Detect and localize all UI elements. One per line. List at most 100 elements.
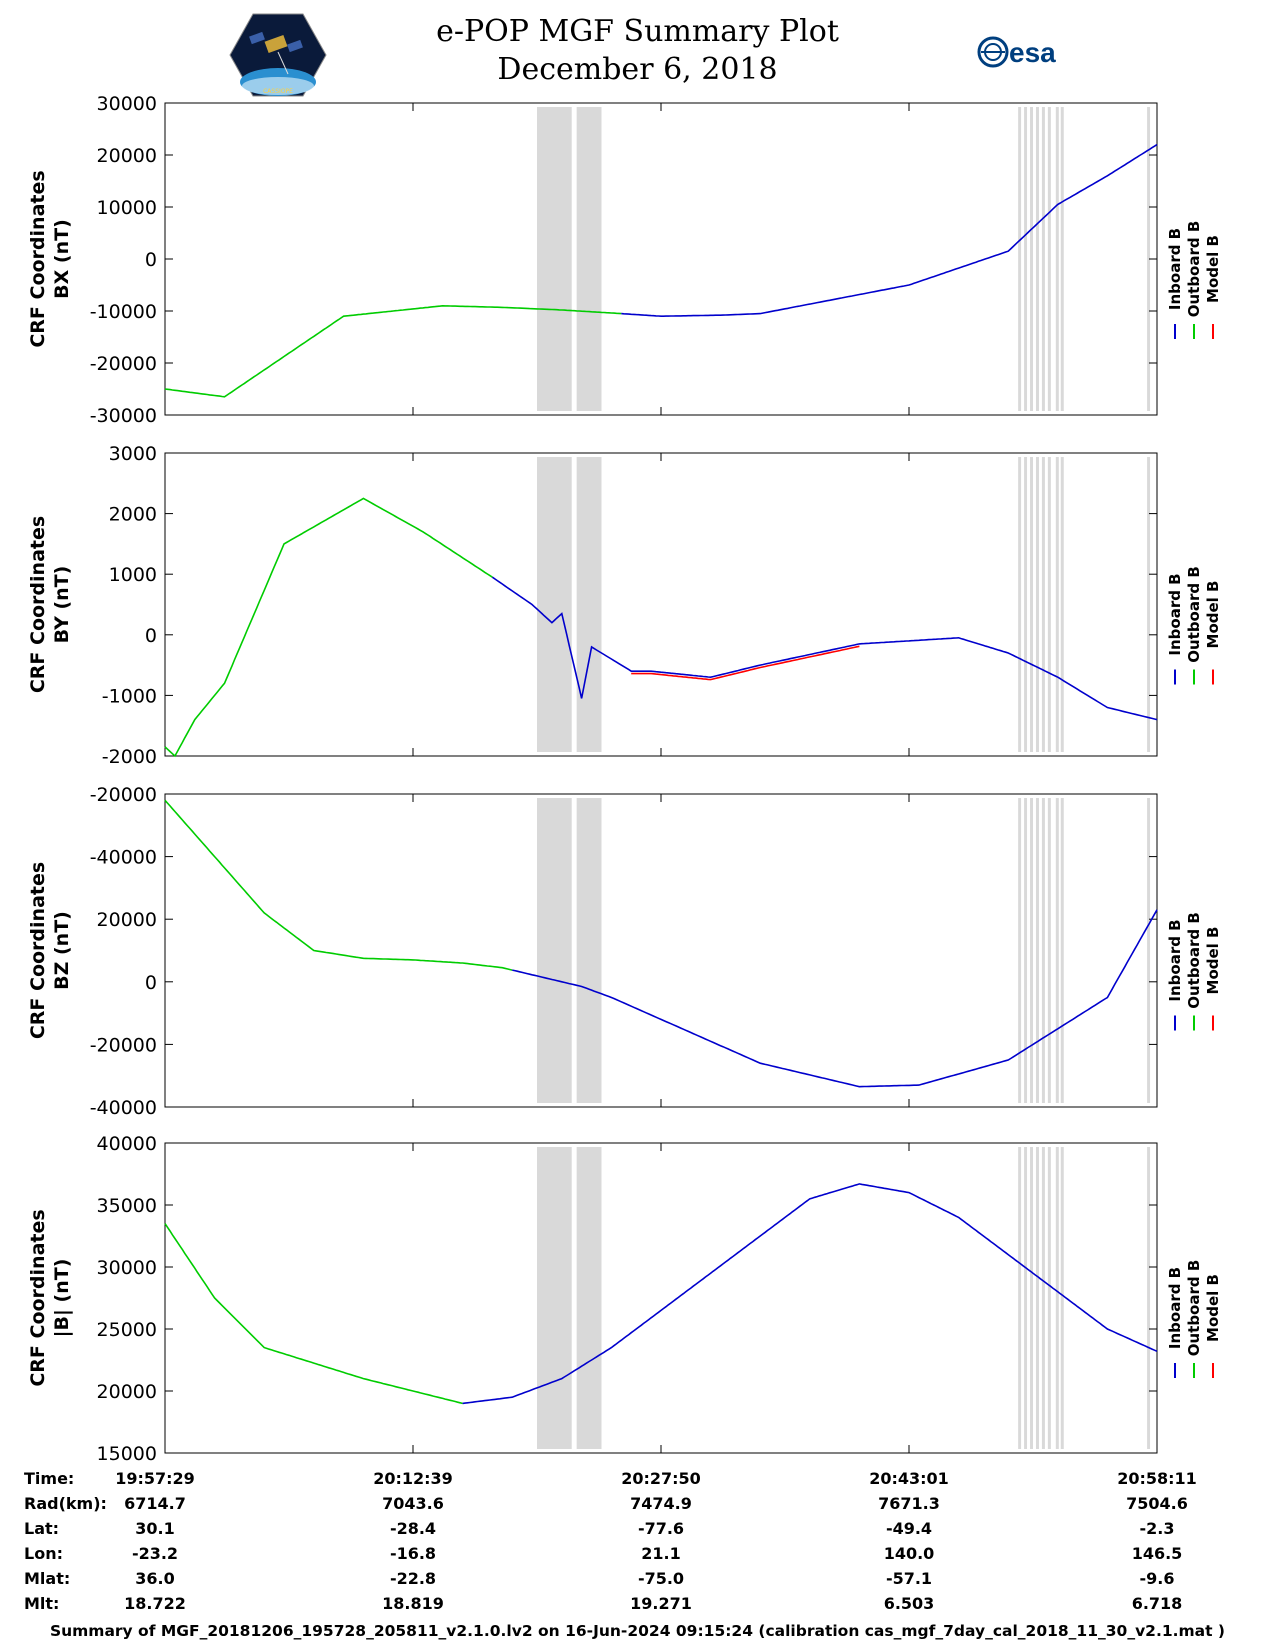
y-axis-label: BY (nT) [51,566,73,644]
series-line-inboard-b [512,909,1158,1088]
data-gap-band [1055,457,1059,752]
ephemeris-value: 19:57:29 [115,1469,195,1488]
legend-label: Outboard B [1185,566,1203,663]
y-tick-label: 20000 [97,1381,157,1403]
ephemeris-value: -77.6 [638,1519,684,1538]
data-gap-band [1147,107,1151,411]
series-line-outboard-b [164,497,493,758]
data-gap-band [1047,1147,1051,1449]
plot-frame [164,102,1158,416]
data-gap-band [1030,457,1033,752]
series-line-inboard-b [621,143,1158,317]
data-gap-band [1024,798,1028,1103]
data-gap-band [1060,457,1064,752]
satellite-mission-logo: CASSIOPE [229,13,327,97]
esa-logo: esa [977,36,1056,68]
data-gap-band [1047,798,1051,1103]
ephemeris-value: -2.3 [1140,1519,1175,1538]
data-gap-band [1024,107,1028,411]
data-gap-band [1147,798,1151,1103]
y-tick-label: 35000 [97,1195,157,1217]
data-gap-band [1060,798,1064,1103]
footer-summary: Summary of MGF_20181206_195728_205811_v2… [49,1622,1226,1640]
legend-label: Outboard B [1185,221,1203,318]
y-tick-label: 25000 [97,1319,157,1341]
data-gap-band [1055,798,1059,1103]
data-gap-band [1047,457,1051,752]
ephemeris-value: 146.5 [1132,1544,1183,1563]
y-axis-label: CRF Coordinates [27,170,49,347]
ephemeris-value: 7504.6 [1126,1494,1188,1513]
y-tick-label: 3000 [109,443,157,465]
plot-frame [164,452,1158,757]
ephemeris-row-label: Rad(km): [24,1494,107,1513]
ephemeris-value: 19.271 [630,1594,692,1613]
y-axis-label: |B| (nT) [51,1259,73,1338]
data-gap-band [1035,457,1039,752]
ephemeris-value: 30.1 [135,1519,174,1538]
y-axis-label: CRF Coordinates [27,862,49,1039]
ephemeris-value: 18.819 [382,1594,444,1613]
series-line-outboard-b [164,1223,463,1405]
data-gap-band [537,457,572,752]
series-line-outboard-b [164,799,513,971]
data-gap-band [1147,457,1151,752]
ephemeris-value: -16.8 [390,1544,436,1563]
legend-label: Inboard B [1166,1267,1184,1349]
data-gap-band [1055,107,1059,411]
data-gap-band [1018,107,1022,411]
y-tick-label: 30000 [97,1257,157,1279]
y-tick-label: 15000 [97,1443,157,1465]
y-tick-label: 0 [145,972,157,994]
legend-label: Inboard B [1166,573,1184,655]
data-gap-band [1147,1147,1151,1449]
ephemeris-value: 20:27:50 [621,1469,701,1488]
series-line-inboard-b [491,576,1158,721]
data-gap-band [1018,457,1022,752]
y-tick-label: 40000 [97,1133,157,1155]
data-gap-band [1024,457,1028,752]
ephemeris-value: 36.0 [135,1569,174,1588]
ephemeris-value: 6.503 [884,1594,935,1613]
plot-frame [164,1142,1158,1454]
data-gap-band [1030,798,1033,1103]
data-gap-band [1047,107,1051,411]
legend-label: Model B [1204,235,1222,303]
y-axis-label: BX (nT) [51,219,73,299]
y-tick-label: -30000 [90,405,157,427]
data-gap-band [1035,798,1039,1103]
data-gap-band [1018,1147,1022,1449]
ephemeris-row-label: Lat: [24,1519,59,1538]
data-gap-band [537,1147,572,1449]
y-tick-label: 20000 [97,909,157,931]
series-line-model-b [631,645,860,681]
y-axis-label: BZ (nT) [51,911,73,990]
esa-wordmark: esa [1009,37,1056,68]
ephemeris-row-label: Time: [24,1469,74,1488]
y-tick-label: -20000 [90,353,157,375]
data-gap-band [576,107,602,411]
ephemeris-value: 7043.6 [382,1494,444,1513]
data-gap-band [576,798,602,1103]
ephemeris-row-label: Lon: [24,1544,63,1563]
ephemeris-value: -75.0 [638,1569,684,1588]
y-tick-label: 30000 [97,93,157,115]
series-line-outboard-b [164,304,622,398]
ephemeris-value: -28.4 [390,1519,436,1538]
data-gap-band [1041,798,1045,1103]
legend-label: Model B [1204,927,1222,995]
y-tick-label: 20000 [97,145,157,167]
header: e-POP MGF Summary Plot December 6, 2018 … [0,0,1275,100]
y-tick-label: 0 [145,249,157,271]
legend-label: Outboard B [1185,912,1203,1009]
data-gap-band [1041,457,1045,752]
data-gap-band [576,457,602,752]
legend-label: Inboard B [1166,228,1184,310]
ephemeris-row-label: Mlt: [24,1594,59,1613]
y-axis-label: CRF Coordinates [27,1209,49,1386]
y-tick-label: -1000 [102,685,157,707]
ephemeris-value: 6714.7 [124,1494,186,1513]
data-gap-band [576,1147,602,1449]
data-gap-band [1018,798,1022,1103]
